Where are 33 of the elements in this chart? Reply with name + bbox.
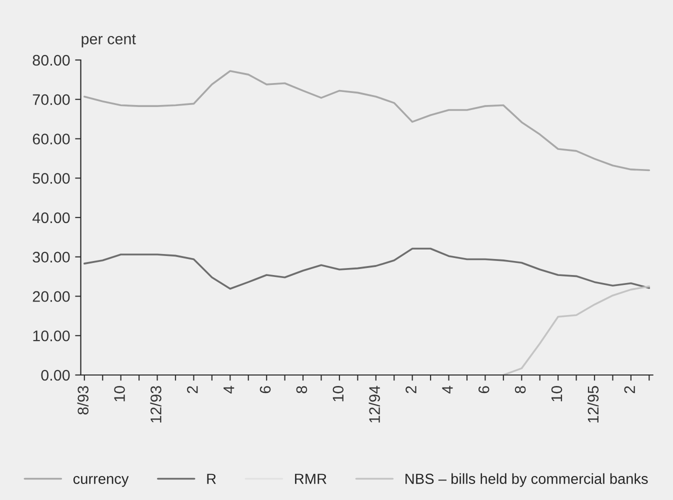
x-tick-label: 4 bbox=[224, 386, 234, 394]
y-tick-label: 0.00 bbox=[41, 370, 70, 381]
y-tick-label: 20.00 bbox=[32, 291, 70, 302]
line-series bbox=[84, 70, 650, 172]
x-tick-label: 4 bbox=[442, 386, 453, 394]
x-tick-label: 2 bbox=[406, 386, 416, 394]
x-tick-label: 2 bbox=[624, 386, 635, 394]
y-tick-label: 30.00 bbox=[32, 252, 70, 263]
y-axis-title: per cent bbox=[82, 34, 136, 48]
y-tick-label: 40.00 bbox=[32, 212, 70, 224]
x-tick-label: 12/94 bbox=[368, 386, 380, 422]
x-tick-label: 8 bbox=[514, 386, 526, 394]
legend-label: R bbox=[207, 474, 216, 484]
y-tick-label: 80.00 bbox=[32, 54, 70, 66]
x-tick-label: 12/95 bbox=[587, 386, 599, 422]
x-tick-label: 8 bbox=[296, 386, 308, 394]
x-tick-label: 2 bbox=[186, 386, 198, 394]
y-tick-label: 50.00 bbox=[32, 172, 70, 184]
x-tick-label: 6 bbox=[478, 386, 490, 394]
x-tick-label: 12/93 bbox=[150, 386, 162, 422]
legend-label: NBS – bills held by commercial banks bbox=[406, 473, 648, 487]
legend-label: currency bbox=[73, 476, 129, 487]
x-tick-label: 10 bbox=[114, 386, 125, 402]
legend-label: RMR bbox=[295, 474, 326, 484]
x-tick-label: 6 bbox=[260, 386, 271, 394]
y-tick-label: 70.00 bbox=[32, 94, 70, 106]
line-series bbox=[84, 248, 650, 290]
y-tick-label: 10.00 bbox=[33, 330, 70, 342]
line-series bbox=[502, 286, 650, 375]
x-tick-label: 10 bbox=[332, 386, 344, 402]
y-tick-label: 60.00 bbox=[32, 134, 70, 144]
x-tick-label: 8/93 bbox=[77, 386, 89, 414]
x-tick-label: 10 bbox=[551, 386, 562, 402]
